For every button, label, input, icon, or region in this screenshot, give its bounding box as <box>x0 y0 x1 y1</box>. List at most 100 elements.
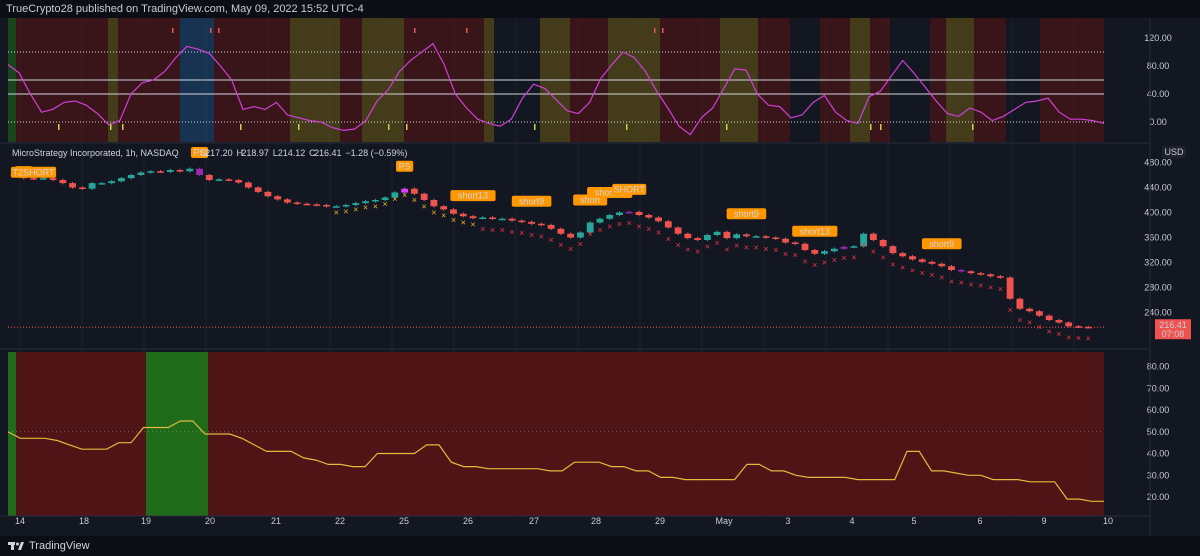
trail-x-marker: × <box>451 215 456 225</box>
trail-x-marker: × <box>881 253 886 263</box>
candle-body <box>401 188 409 193</box>
candle-body <box>967 271 975 274</box>
oscillator-line <box>7 42 1105 136</box>
oscillator-tick-label: 120.00 <box>1144 33 1172 43</box>
candle-body <box>684 233 692 239</box>
trail-x-marker: × <box>500 225 505 235</box>
trail-x-marker: × <box>978 281 983 291</box>
candle-body <box>498 218 506 221</box>
trail-x-marker: × <box>1076 333 1081 343</box>
oscillator-panel: 0.00 40.00 80.00 120.00 <box>7 18 1172 142</box>
trail-x-marker: × <box>988 283 993 293</box>
candle-body <box>264 191 272 197</box>
price-tick-label: 400.00 <box>1144 208 1172 218</box>
candle-body <box>977 273 985 275</box>
trail-x-marker: × <box>754 243 759 253</box>
trail-x-marker: × <box>841 253 846 263</box>
candle-body <box>899 253 907 257</box>
trail-x-marker: × <box>470 219 475 229</box>
candle-body <box>694 238 702 240</box>
candle-body <box>274 196 282 200</box>
trail-x-marker: × <box>851 253 856 263</box>
bar-countdown: 07:08 <box>1162 329 1185 339</box>
candle-body <box>450 209 457 214</box>
lower-background-green <box>146 352 208 516</box>
candle-body <box>625 211 633 214</box>
signal-label-text: T2SHORT <box>13 167 55 177</box>
oscillator-tick-label: 0.00 <box>1149 117 1167 127</box>
x-tick-label: 26 <box>463 516 473 526</box>
candle-body <box>733 234 741 239</box>
buy-signal-mark <box>626 124 628 130</box>
candle-body <box>567 233 575 238</box>
trail-x-marker: × <box>461 218 466 228</box>
sell-signal-mark <box>654 28 656 33</box>
currency-label: USD <box>1164 147 1184 157</box>
buy-signal-mark <box>58 124 60 130</box>
candle-body <box>127 175 135 179</box>
x-tick-label: 28 <box>591 516 601 526</box>
trail-x-marker: × <box>929 270 934 280</box>
trail-x-marker: × <box>939 273 944 283</box>
sell-signal-mark <box>662 28 664 33</box>
tradingview-logo-icon[interactable] <box>8 541 24 551</box>
candle-body <box>186 168 194 172</box>
trail-x-marker: × <box>529 230 534 240</box>
candle-body <box>996 276 1004 278</box>
candle-body <box>166 170 174 172</box>
candle-body <box>293 202 301 204</box>
trail-x-marker: × <box>597 225 602 235</box>
trail-x-marker: × <box>695 246 700 256</box>
legend-close: 216.41 <box>314 148 342 158</box>
candle-body <box>459 213 467 217</box>
x-tick-label: 27 <box>529 516 539 526</box>
candle-body <box>948 266 955 270</box>
trail-x-marker: × <box>802 256 807 266</box>
candle-body <box>616 212 623 215</box>
candle-body <box>303 203 311 206</box>
candle-body <box>362 201 369 204</box>
candle-body <box>830 248 838 252</box>
trail-x-marker: × <box>627 218 632 228</box>
candle-body <box>850 246 858 248</box>
x-tick-label: 18 <box>79 516 89 526</box>
legend-high-label: H <box>237 148 244 158</box>
buy-signal-mark <box>388 124 390 130</box>
last-price-badge <box>1155 319 1191 340</box>
candle-body <box>1045 315 1053 320</box>
candle-body <box>39 178 47 180</box>
x-tick-label: 5 <box>911 516 916 526</box>
candle-body <box>547 225 555 229</box>
trail-x-marker: × <box>793 250 798 260</box>
signal-label-box <box>450 190 496 202</box>
trail-x-marker: × <box>763 244 768 254</box>
signal-label-text: short13 <box>800 226 830 236</box>
candle-body <box>323 205 330 207</box>
candle-body <box>225 179 233 181</box>
candle-body <box>284 199 291 203</box>
lower-tick-label: 60.00 <box>1147 405 1170 415</box>
buy-signal-mark <box>870 124 872 130</box>
trail-x-marker: × <box>568 244 573 254</box>
sell-signal-mark <box>414 28 416 33</box>
price-y-axis: 240.00 280.00 320.00 360.00 400.00 440.00 480.… <box>1144 158 1172 318</box>
sell-signal-mark <box>466 28 468 33</box>
sell-signal-mark <box>210 28 212 33</box>
signal-label-text: short13 <box>458 191 488 201</box>
candle-body <box>938 263 946 267</box>
price-tick-label: 480.00 <box>1144 158 1172 168</box>
candle-body <box>879 240 887 247</box>
footer-brand[interactable]: TradingView <box>29 540 90 552</box>
candle-body <box>801 243 809 250</box>
trail-x-marker: × <box>382 199 387 209</box>
candle-body <box>332 206 340 208</box>
legend-symbol: MicroStrategy Incorporated, 1h, NASDAQ <box>12 148 179 158</box>
candle-body <box>1055 320 1063 323</box>
lower-tick-label: 70.00 <box>1147 383 1170 393</box>
buy-signal-mark <box>240 124 242 130</box>
candle-body <box>576 232 584 238</box>
trail-x-marker: × <box>1066 333 1071 343</box>
candle-body <box>782 238 789 243</box>
candle-body <box>176 170 184 172</box>
